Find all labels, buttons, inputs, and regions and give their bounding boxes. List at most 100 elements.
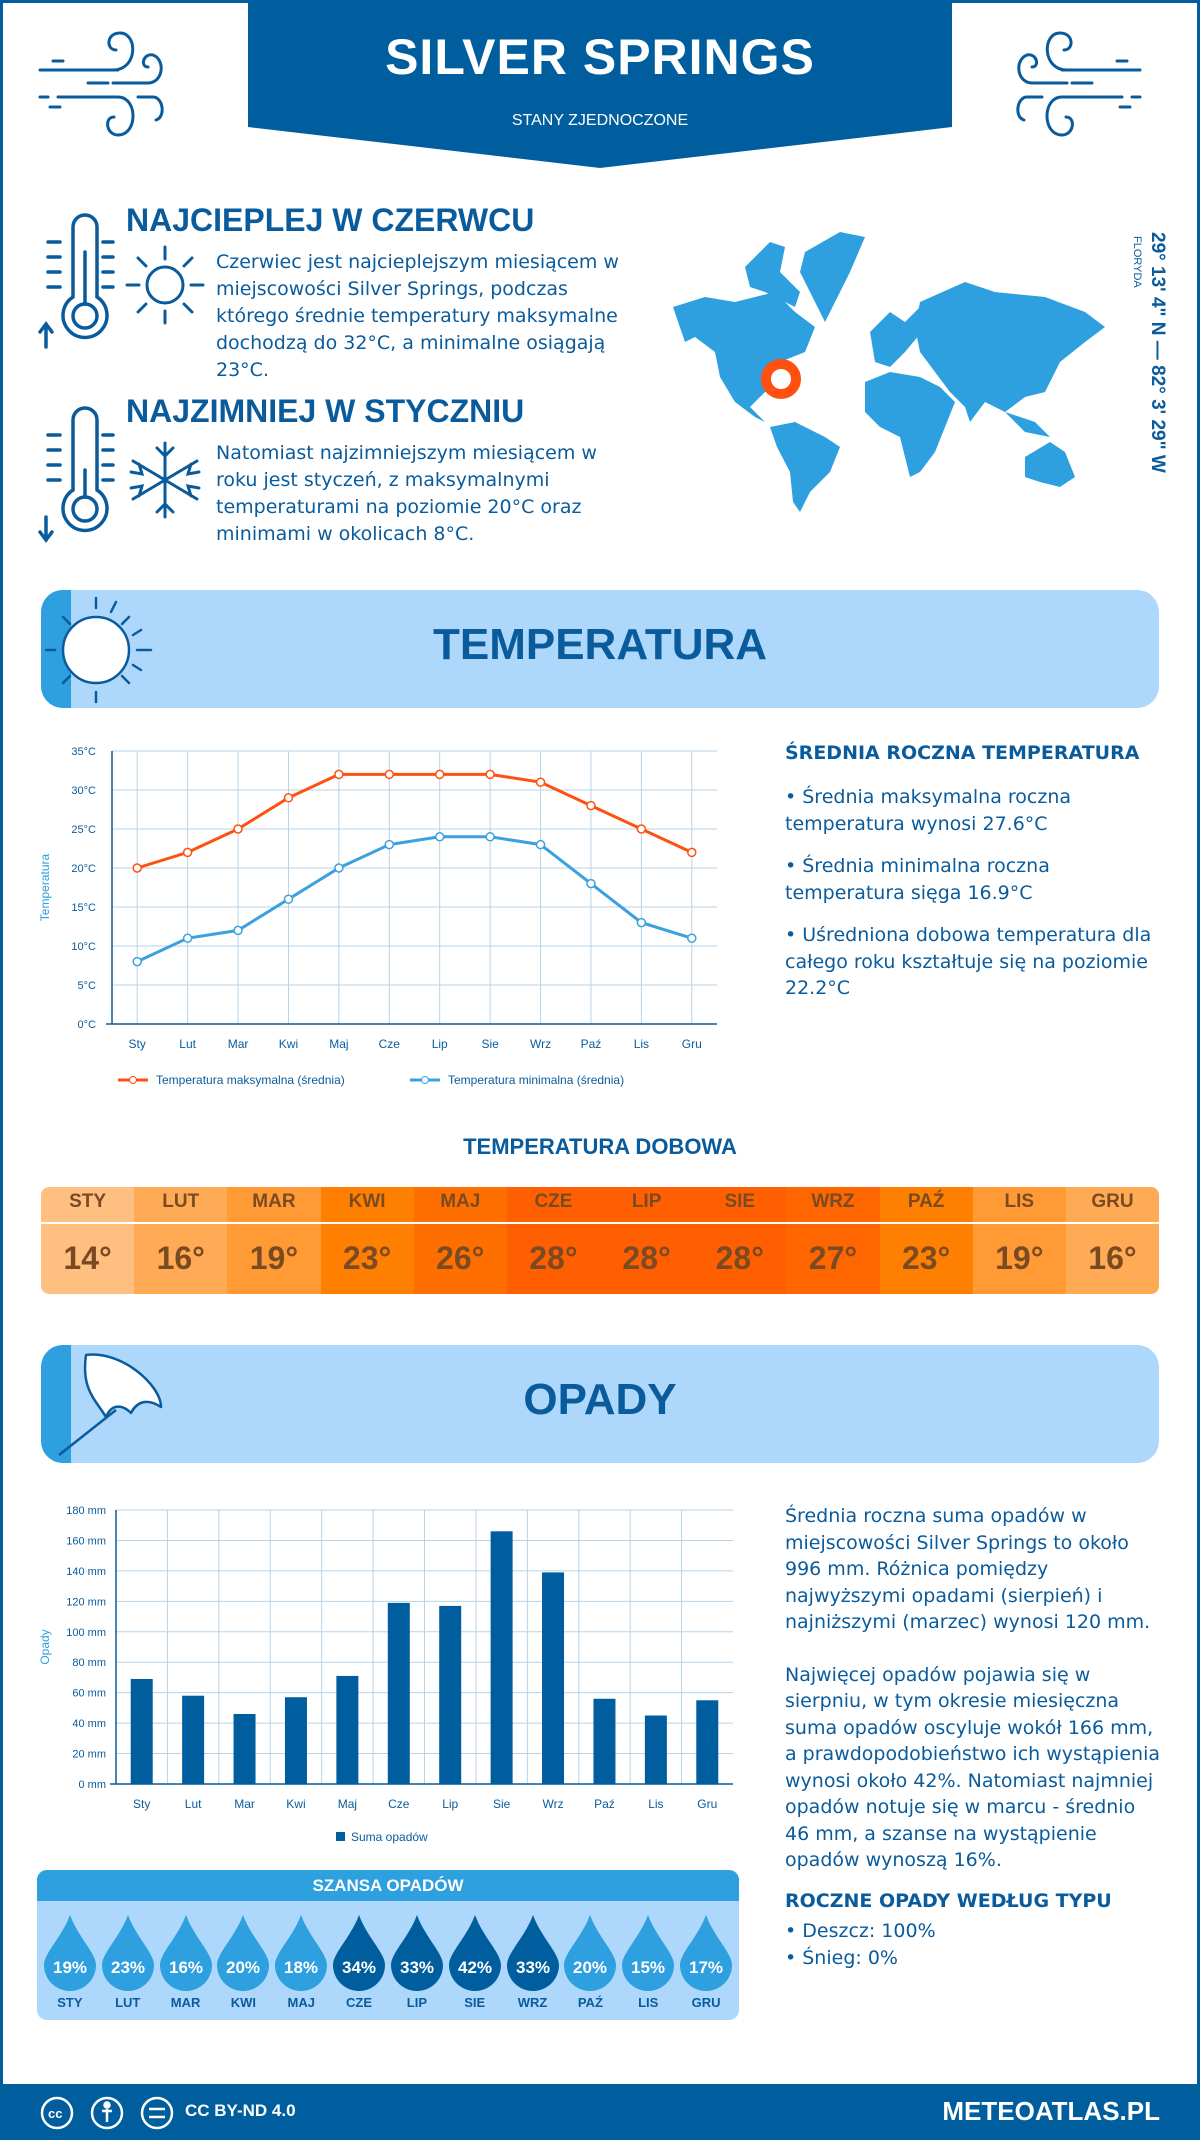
chance-month: MAR	[170, 1995, 201, 2010]
chance-value: 23%	[111, 1958, 145, 1977]
chance-month: KWI	[230, 1995, 257, 2010]
x-tick-label: Kwi	[286, 1797, 305, 1811]
raindrop-icon: 34%	[333, 1915, 386, 1991]
raindrop-icon: 23%	[101, 1915, 154, 1991]
x-tick-label: Lut	[179, 1037, 196, 1051]
raindrop-icon: 20%	[217, 1915, 270, 1991]
chance-item: 20% PAŹ	[561, 1901, 619, 2010]
precipitation-banner	[41, 1345, 1159, 1463]
data-point	[334, 863, 344, 873]
x-tick-label: Cze	[379, 1037, 401, 1051]
y-tick-label: 40 mm	[72, 1718, 106, 1730]
daily-temp-cell: LIS 19°	[972, 1187, 1066, 1294]
x-tick-label: Wrz	[542, 1797, 563, 1811]
chance-item: 18% MAJ	[272, 1901, 330, 2010]
data-point	[687, 847, 697, 858]
x-tick-label: Cze	[388, 1797, 410, 1811]
daily-temp-cell: PAŹ 23°	[879, 1187, 973, 1294]
daily-month: KWI	[320, 1187, 414, 1224]
data-point	[535, 839, 546, 850]
chance-item: 20% KWI	[214, 1901, 272, 2010]
x-tick-label: Wrz	[530, 1037, 551, 1051]
x-tick-label: Gru	[697, 1797, 717, 1811]
chance-month: LIP	[406, 1995, 427, 2010]
chance-value: 15%	[631, 1958, 665, 1977]
x-tick-label: Kwi	[279, 1037, 298, 1051]
chance-month: STY	[57, 1995, 83, 2010]
daily-temp-cell: KWI 23°	[320, 1187, 414, 1294]
daily-temp-cell: MAR 19°	[227, 1187, 321, 1294]
daily-value: 23°	[901, 1240, 951, 1276]
bar	[233, 1713, 256, 1784]
chance-value: 33%	[516, 1958, 550, 1977]
daily-temp-cell: MAJ 26°	[413, 1187, 507, 1294]
x-tick-label: Paź	[581, 1037, 602, 1051]
data-point	[485, 769, 495, 780]
temperature-title: TEMPERATURA	[432, 620, 768, 669]
bar	[336, 1675, 359, 1784]
daily-month: WRZ	[786, 1187, 880, 1224]
data-point	[586, 800, 596, 811]
data-point	[636, 917, 647, 928]
x-tick-label: Paź	[594, 1797, 615, 1811]
y-tick-label: 100 mm	[66, 1627, 106, 1639]
min-temp-bullet: • Średnia minimalna roczna temperatura s…	[785, 855, 1050, 904]
max-temp-bullet: • Średnia maksymalna roczna temperatura …	[785, 786, 1072, 835]
coldest-heading: NAJZIMNIEJ W STYCZNIU	[126, 393, 525, 429]
data-point	[384, 769, 395, 780]
data-point	[283, 894, 294, 904]
data-point	[687, 933, 697, 943]
legend-marker	[421, 1076, 429, 1084]
site-link[interactable]: METEOATLAS.PL	[942, 2096, 1160, 2126]
x-tick-label: Maj	[329, 1037, 348, 1051]
snowflake-icon	[129, 441, 201, 519]
daily-value: 28°	[715, 1240, 764, 1276]
legend-label: Temperatura minimalna (średnia)	[448, 1073, 624, 1087]
chance-item: 33% WRZ	[504, 1901, 562, 2010]
chance-item: 42% SIE	[446, 1901, 504, 2010]
chance-value: 18%	[284, 1958, 318, 1977]
x-tick-label: Sie	[481, 1037, 499, 1051]
data-point	[182, 847, 193, 858]
data-point	[636, 824, 647, 834]
precipitation-chance-panel: SZANSA OPADÓW 19% STY 23% LUT 16% MAR 20% KWI 18…	[37, 1870, 739, 2020]
daily-value: 19°	[995, 1240, 1044, 1276]
series-line	[136, 772, 693, 870]
x-tick-label: Mar	[234, 1797, 255, 1811]
daily-month: SIE	[693, 1187, 787, 1224]
chance-month: CZE	[346, 1995, 373, 2010]
daily-value: 23°	[342, 1240, 392, 1276]
legend-label: Suma opadów	[351, 1830, 428, 1844]
chance-month: LIS	[638, 1995, 659, 2010]
daily-temp-heading: TEMPERATURA DOBOWA	[463, 1134, 737, 1159]
data-point	[334, 769, 344, 780]
raindrop-icon: 33%	[506, 1915, 559, 1991]
daily-month: MAJ	[413, 1187, 507, 1224]
legend-marker	[129, 1076, 137, 1084]
chance-item: 16% MAR	[157, 1901, 215, 2010]
daily-month: LIS	[972, 1187, 1066, 1224]
x-tick-label: Gru	[682, 1037, 702, 1051]
precipitation-chart: 0 mm 20 mm 40 mm 60 mm 80 mm 100 mm 120 mm 140 …	[38, 1505, 733, 1844]
chance-month: WRZ	[517, 1995, 548, 2010]
chance-item: 15% LIS	[619, 1901, 677, 2010]
x-tick-label: Lip	[442, 1797, 458, 1811]
daily-value: 28°	[529, 1240, 578, 1276]
daily-temperature-table: STY 14° LUT 16° MAR 19° KWI 23° MAJ 26° CZE 28° LIP 2…	[41, 1187, 1159, 1294]
chance-value: 20%	[226, 1958, 260, 1977]
data-point	[384, 839, 395, 850]
data-point	[434, 832, 445, 842]
daily-month: LUT	[134, 1187, 228, 1224]
daily-month: GRU	[1065, 1187, 1159, 1224]
x-tick-label: Lip	[432, 1037, 448, 1051]
chance-value: 33%	[400, 1958, 434, 1977]
svg-text:cc: cc	[48, 2106, 62, 2121]
location-marker-icon	[761, 359, 801, 399]
chance-item: 23% LUT	[99, 1901, 157, 2010]
sun-icon	[41, 590, 153, 708]
y-tick-label: 30°C	[71, 785, 96, 797]
chance-month: LUT	[115, 1995, 141, 2010]
hottest-heading: NAJCIEPLEJ W CZERWCU	[126, 202, 535, 238]
chance-value: 17%	[689, 1958, 723, 1977]
y-tick-label: 35°C	[71, 746, 96, 758]
